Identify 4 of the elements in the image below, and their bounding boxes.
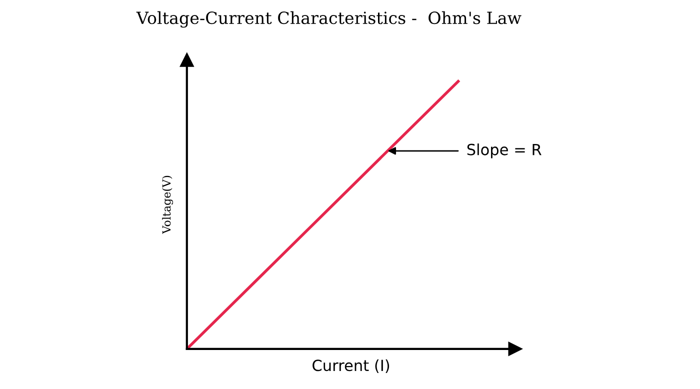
annotation: Slope = R: [467, 144, 542, 158]
y-axis-title: Voltage(V): [162, 176, 174, 234]
chart-title: Voltage-Current Characteristics - Ohm's Law: [136, 11, 522, 28]
x-axis-title: Current (I): [312, 359, 390, 373]
